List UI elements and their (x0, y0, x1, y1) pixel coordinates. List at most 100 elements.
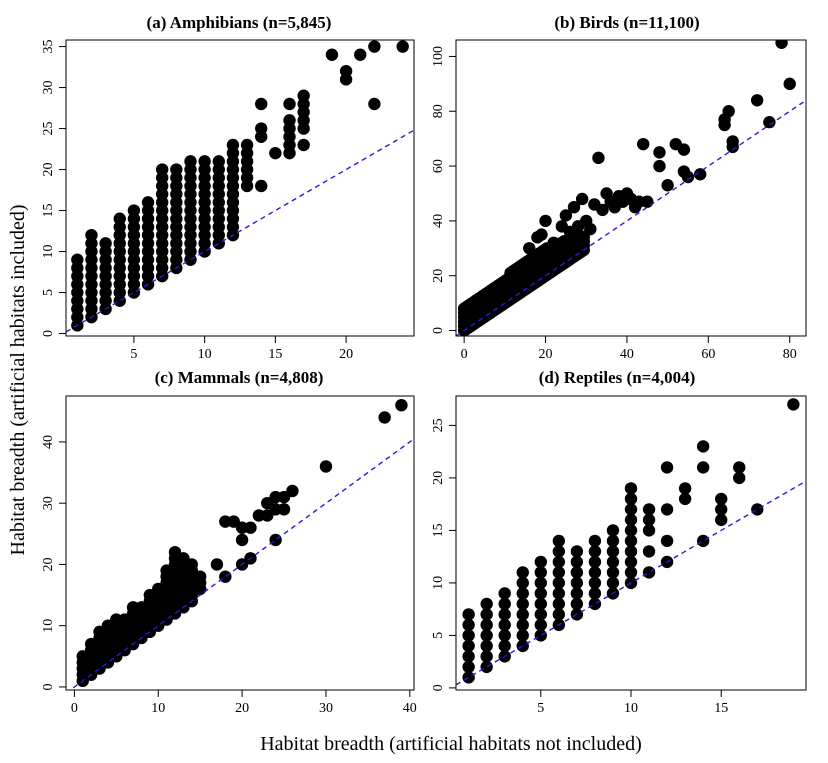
data-point (642, 503, 656, 516)
y-tick-label: 30 (41, 496, 56, 510)
data-point (552, 597, 566, 611)
data-point (751, 503, 764, 516)
y-tick-label: 25 (41, 122, 56, 136)
data-point (783, 77, 796, 91)
data-point (516, 576, 529, 590)
data-point (480, 639, 493, 653)
data-point (624, 534, 638, 548)
data-point (606, 576, 620, 590)
data-point (534, 608, 547, 621)
x-tick-label: 0 (461, 347, 468, 362)
x-axis: 5 10 15 (537, 690, 728, 716)
x-tick-label: 15 (714, 701, 728, 716)
y-tick-label: 5 (431, 632, 446, 639)
data-point (693, 168, 707, 181)
data-point (637, 137, 650, 151)
data-point (559, 209, 573, 222)
data-point (534, 566, 547, 579)
data-point (498, 618, 511, 632)
y-tick-label: 0 (431, 684, 446, 691)
data-point (624, 524, 638, 537)
data-point (462, 629, 475, 642)
data-point (653, 146, 666, 159)
data-point (462, 608, 475, 621)
data-point (283, 114, 296, 127)
x-tick-label: 20 (339, 347, 353, 362)
data-point (99, 237, 112, 250)
data-point (588, 576, 602, 590)
data-point (696, 534, 710, 548)
data-point (534, 576, 547, 590)
data-point (596, 203, 609, 217)
data-point (339, 64, 353, 78)
x-tick-label: 10 (624, 701, 638, 716)
data-point (523, 242, 536, 255)
data-point (570, 576, 584, 590)
data-point (462, 650, 475, 663)
y-tick-label: 35 (41, 40, 56, 54)
x-tick-label: 40 (403, 701, 417, 716)
data-point (244, 521, 257, 534)
data-point (570, 555, 584, 569)
data-point (624, 503, 638, 516)
data-point (539, 214, 552, 228)
data-point (624, 566, 638, 579)
data-point (606, 555, 620, 569)
data-point (255, 179, 268, 193)
data-point (498, 629, 511, 642)
data-point (547, 236, 560, 250)
y-axis: 0 20 40 60 80 100 (431, 46, 456, 334)
plot-area (69, 398, 414, 690)
y-tick-label: 10 (41, 619, 56, 633)
data-point (624, 513, 638, 527)
data-point (283, 97, 296, 111)
data-point (516, 597, 529, 611)
data-point (534, 618, 547, 632)
data-point (660, 503, 674, 516)
x-axis: 5 10 15 20 (130, 336, 353, 362)
x-axis: 0 10 20 30 40 (71, 690, 417, 716)
data-point (516, 639, 529, 653)
data-point (498, 597, 511, 611)
data-point (552, 566, 566, 579)
y-tick-label: 30 (41, 81, 56, 95)
data-point (606, 534, 620, 548)
data-point (534, 629, 547, 642)
data-point (462, 639, 475, 653)
data-point (681, 170, 695, 184)
data-point (480, 597, 493, 611)
panel-title: (a) Amphibians (n=5,845) (147, 13, 332, 32)
data-point (606, 566, 620, 579)
data-point (212, 155, 225, 168)
plot-frame (65, 395, 415, 691)
data-point (642, 513, 656, 527)
plot-area (66, 40, 414, 333)
panel-reptiles: (d) Reptiles (n=4,004) 0 5 10 15 20 25 5 10 15 (431, 368, 807, 716)
data-point (592, 151, 605, 165)
data-point (661, 179, 674, 192)
data-point (396, 40, 409, 53)
x-tick-label: 15 (268, 347, 282, 362)
data-point (733, 471, 746, 485)
plot-frame (455, 395, 807, 691)
data-point (677, 143, 691, 156)
data-point (750, 94, 764, 107)
x-tick-label: 10 (151, 701, 165, 716)
data-point (269, 533, 282, 547)
data-point (570, 566, 584, 579)
reference-line (456, 99, 806, 336)
data-point (516, 587, 529, 600)
data-point (534, 597, 547, 611)
plot-frame (455, 39, 807, 337)
data-point (516, 629, 529, 642)
data-point (235, 533, 249, 547)
y-tick-label: 0 (41, 683, 56, 690)
data-point (696, 461, 710, 474)
data-point (297, 89, 310, 102)
y-tick-label: 40 (41, 435, 56, 449)
data-point (71, 253, 84, 266)
y-tick-label: 15 (41, 204, 56, 218)
x-tick-label: 0 (71, 701, 78, 716)
data-point (624, 545, 638, 558)
